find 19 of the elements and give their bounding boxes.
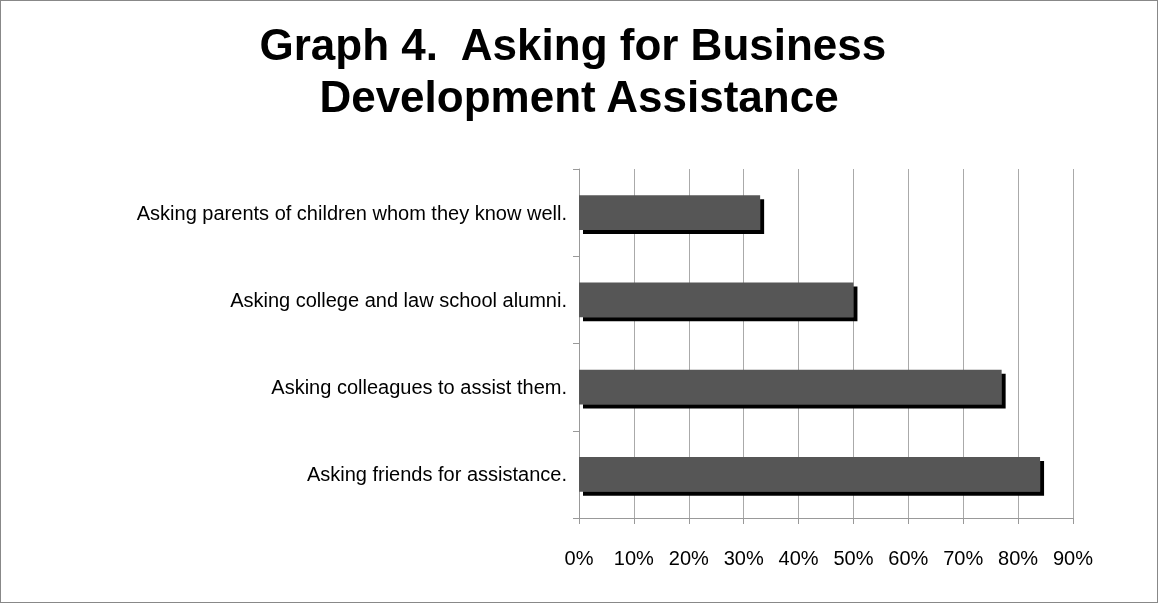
x-tick-label: 10% — [613, 547, 655, 569]
bar — [579, 282, 854, 318]
bar — [579, 369, 1002, 405]
x-tick-label: 80% — [998, 547, 1039, 569]
x-tick-label: 0% — [564, 547, 594, 569]
y-tick-label: Asking parents of children whom they know well. — [136, 201, 567, 224]
x-tick-label: 60% — [888, 547, 929, 569]
x-tick-label: 70% — [943, 547, 984, 569]
bar — [579, 195, 761, 231]
y-tick-label: Asking college and law school alumni. — [230, 288, 567, 311]
x-tick-label: 40% — [778, 547, 819, 569]
x-tick-label: 90% — [1052, 547, 1094, 569]
x-tick-label: 50% — [833, 547, 874, 569]
x-tick-label: 30% — [723, 547, 764, 569]
chart-title: Graph 4. Asking for Business Development Assistance — [259, 19, 899, 121]
y-tick-label: Asking colleagues to assist them. — [271, 376, 567, 399]
bar — [579, 456, 1041, 492]
y-tick-label: Asking friends for assistance. — [306, 463, 567, 486]
x-tick-label: 20% — [668, 547, 710, 569]
